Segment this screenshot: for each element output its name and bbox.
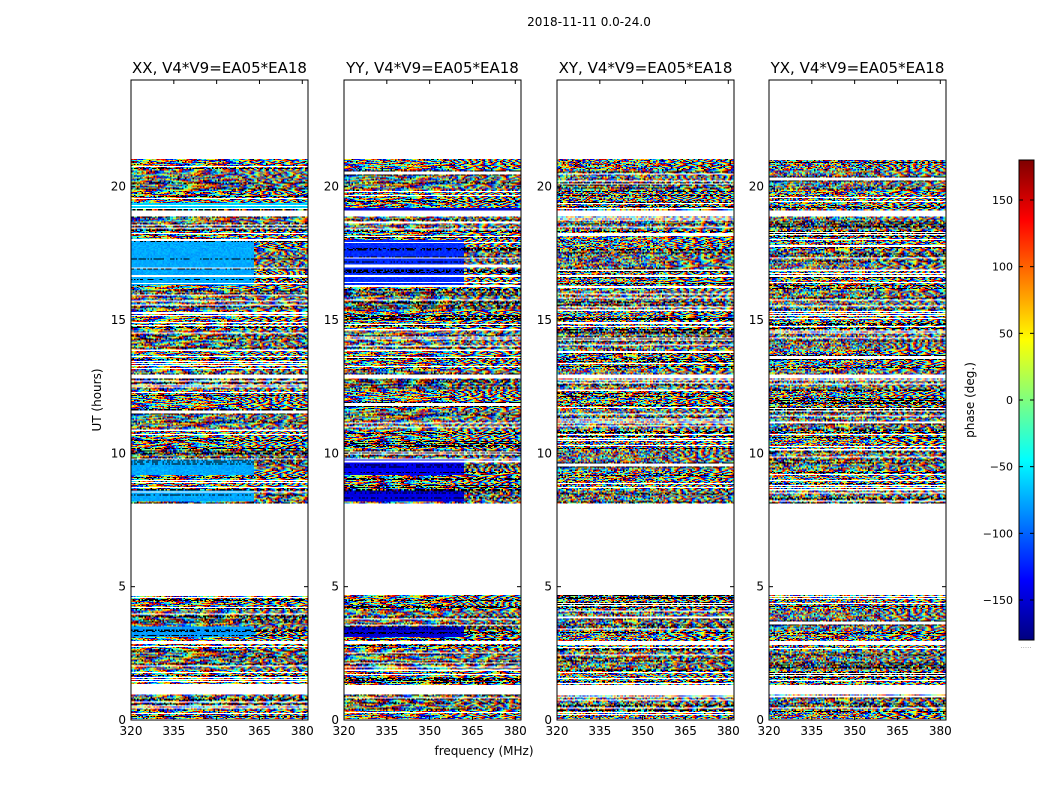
y-tick-label: 0 xyxy=(756,713,764,727)
colorbar-tick-label: −50 xyxy=(990,461,1013,474)
y-tick-label: 20 xyxy=(749,180,764,194)
figure-title: 2018-11-11 0.0-24.0 xyxy=(527,15,651,29)
y-tick-label: 15 xyxy=(111,313,126,327)
panel-title: XY, V4*V9=EA05*EA18 xyxy=(559,59,733,77)
x-tick-label: 335 xyxy=(375,724,398,738)
colorbar-tick-label: 50 xyxy=(999,327,1013,340)
x-tick-label: 350 xyxy=(631,724,654,738)
x-tick-label: 365 xyxy=(248,724,271,738)
x-tick-label: 350 xyxy=(843,724,866,738)
x-tick-label: 380 xyxy=(717,724,740,738)
x-axis-label: frequency (MHz) xyxy=(434,744,533,758)
panel-yx: YX, V4*V9=EA05*EA18 320 335 350 365 380 0 5 10 15… xyxy=(749,59,952,738)
x-tick-label: 320 xyxy=(546,724,569,738)
y-tick-label: 15 xyxy=(324,313,339,327)
panel-frame xyxy=(768,79,947,721)
x-tick-label: 350 xyxy=(205,724,228,738)
x-tick-label: 365 xyxy=(886,724,909,738)
y-tick-label: 15 xyxy=(537,313,552,327)
colorbar: −150 −100 −50 0 50 100 150 xyxy=(983,159,1035,641)
y-tick-label: 10 xyxy=(537,446,552,460)
x-tick-label: 365 xyxy=(461,724,484,738)
x-tick-label: 320 xyxy=(120,724,143,738)
y-tick-label: 5 xyxy=(756,580,764,594)
y-tick-label: 10 xyxy=(324,446,339,460)
x-tick-label: 335 xyxy=(800,724,823,738)
panel-frame xyxy=(130,79,309,721)
phase-heatmap-yx xyxy=(769,80,946,720)
panel-xy: XY, V4*V9=EA05*EA18 320 335 350 365 380 0 5 10 15… xyxy=(537,59,740,738)
y-tick-label: 20 xyxy=(111,180,126,194)
colorbar-tick-label: −150 xyxy=(983,594,1013,607)
colorbar-footnote: ..... xyxy=(1020,642,1031,650)
phase-heatmap-xx xyxy=(131,80,308,720)
x-tick-label: 380 xyxy=(291,724,314,738)
panel-xx: XX, V4*V9=EA05*EA18 320 335 350 365 380 0 5 10 15… xyxy=(111,59,314,738)
y-tick-label: 0 xyxy=(118,713,126,727)
panels: XX, V4*V9=EA05*EA18 320 335 350 365 380 0 5 10 15… xyxy=(111,59,952,738)
y-tick-label: 10 xyxy=(111,446,126,460)
colorbar-tick-label: 150 xyxy=(992,194,1013,207)
y-tick-label: 0 xyxy=(331,713,339,727)
phase-heatmap-yy xyxy=(344,80,521,720)
panel-frame xyxy=(343,79,522,721)
colorbar-tick-label: −100 xyxy=(983,527,1013,540)
x-tick-label: 320 xyxy=(758,724,781,738)
x-tick-label: 350 xyxy=(418,724,441,738)
x-tick-label: 365 xyxy=(674,724,697,738)
x-tick-label: 380 xyxy=(929,724,952,738)
colorbar-tick-label: 100 xyxy=(992,261,1013,274)
panel-title: XX, V4*V9=EA05*EA18 xyxy=(132,59,307,77)
x-tick-label: 380 xyxy=(504,724,527,738)
colorbar-tick-label: 0 xyxy=(1006,394,1013,407)
y-tick-label: 15 xyxy=(749,313,764,327)
phase-heatmap-xy xyxy=(557,80,734,720)
panel-title: YY, V4*V9=EA05*EA18 xyxy=(345,59,519,77)
y-tick-label: 5 xyxy=(331,580,339,594)
y-axis-label: UT (hours) xyxy=(90,368,104,431)
y-tick-label: 0 xyxy=(544,713,552,727)
panel-frame xyxy=(556,79,735,721)
x-tick-label: 320 xyxy=(333,724,356,738)
y-tick-label: 5 xyxy=(118,580,126,594)
x-tick-label: 335 xyxy=(162,724,185,738)
panel-title: YX, V4*V9=EA05*EA18 xyxy=(770,59,945,77)
x-tick-label: 335 xyxy=(588,724,611,738)
y-tick-label: 10 xyxy=(749,446,764,460)
panel-yy: YY, V4*V9=EA05*EA18 320 335 350 365 380 0 5 10 15… xyxy=(324,59,527,738)
y-tick-label: 20 xyxy=(537,180,552,194)
y-tick-label: 5 xyxy=(544,580,552,594)
colorbar-label: phase (deg.) xyxy=(963,362,977,438)
y-tick-label: 20 xyxy=(324,180,339,194)
